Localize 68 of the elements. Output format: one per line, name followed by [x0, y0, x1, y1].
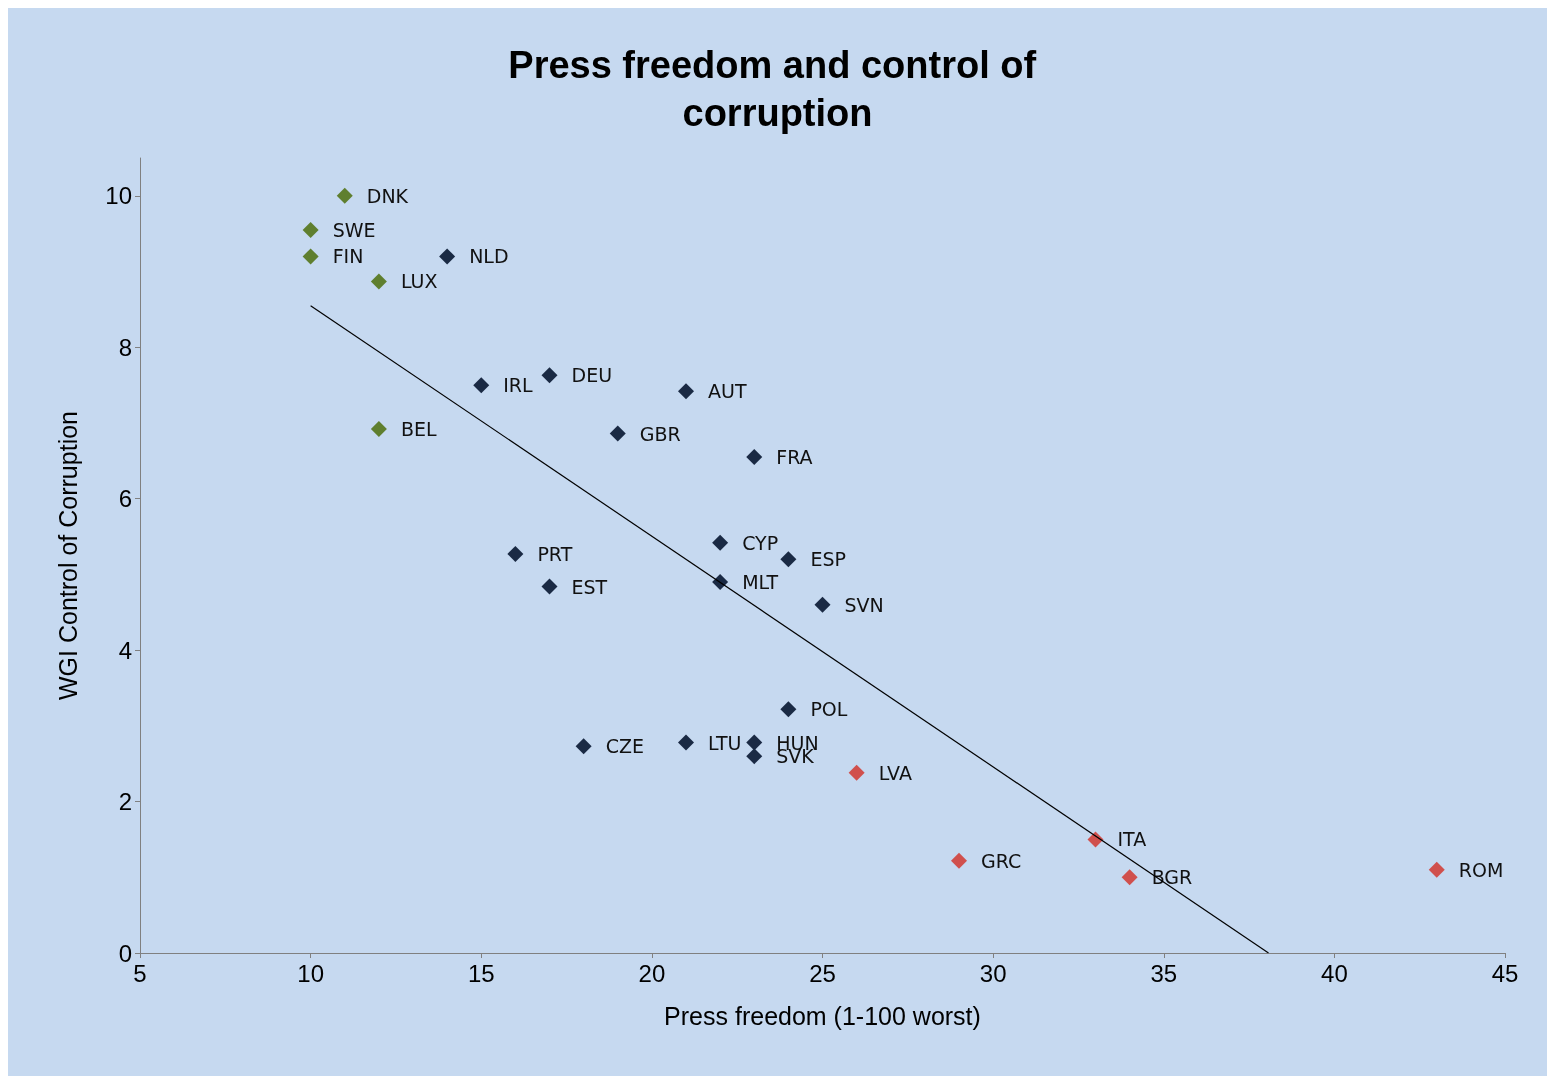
y-tick-label: 0	[118, 939, 132, 967]
point	[814, 596, 831, 613]
data-label: EST	[571, 575, 608, 598]
x-tick-label: 15	[467, 959, 495, 987]
point	[507, 545, 524, 562]
y-tick-label: 8	[118, 333, 132, 361]
data-label: AUT	[708, 380, 747, 403]
point	[951, 852, 967, 869]
point	[439, 248, 456, 265]
data-label: GRC	[981, 849, 1022, 872]
data-label: PRT	[537, 542, 573, 565]
data-label: CZE	[605, 735, 644, 758]
point	[848, 764, 865, 781]
point	[575, 738, 592, 755]
point	[541, 578, 558, 595]
y-tick-label: 10	[105, 182, 132, 210]
point	[1428, 861, 1445, 878]
data-label: LTU	[708, 731, 742, 754]
point	[541, 367, 558, 384]
point	[302, 248, 319, 265]
data-label: DNK	[366, 184, 409, 207]
x-tick-label: 20	[638, 959, 666, 987]
data-label: POL	[810, 698, 848, 721]
point	[609, 425, 626, 442]
data-label: DEU	[571, 364, 613, 387]
data-label: SVN	[844, 593, 884, 616]
point	[746, 734, 763, 751]
x-tick-label: 30	[979, 959, 1007, 987]
point	[746, 748, 763, 765]
point	[780, 551, 797, 568]
chart-title: Press freedom and control of corruption	[508, 44, 1047, 134]
data-label: BGR	[1151, 866, 1193, 889]
x-tick-label: 45	[1491, 959, 1519, 987]
point	[746, 449, 763, 466]
y-tick-label: 2	[118, 788, 132, 816]
point	[1121, 869, 1138, 886]
data-label: LVA	[878, 761, 912, 784]
y-axis-title: WGI Control of Corruption	[53, 411, 82, 700]
data-label: ROM	[1458, 858, 1504, 881]
data-label: BEL	[400, 418, 437, 441]
data-label: NLD	[469, 245, 509, 268]
x-tick-label: 25	[809, 959, 836, 987]
x-tick-label: 40	[1321, 959, 1348, 987]
x-tick-label: 35	[1150, 959, 1178, 987]
data-label: MLT	[742, 571, 779, 593]
x-axis-title: Press freedom (1-100 worst)	[664, 1001, 981, 1030]
point	[336, 187, 353, 204]
point	[678, 383, 694, 400]
point	[370, 273, 387, 290]
data-label: SWE	[332, 218, 376, 241]
point	[712, 534, 729, 551]
data-label: LUX	[400, 270, 438, 293]
data-label: GBR	[639, 422, 681, 445]
x-tick-label: 5	[133, 959, 147, 987]
data-label: IRL	[503, 374, 534, 397]
data-label: FRA	[776, 446, 813, 469]
point	[302, 221, 319, 238]
data-label: FIN	[332, 245, 364, 268]
y-tick-label: 4	[118, 636, 132, 664]
data-label: ITA	[1117, 828, 1147, 851]
x-tick-label: 10	[297, 959, 324, 987]
point	[473, 377, 490, 394]
point	[780, 701, 797, 718]
y-tick-label: 6	[118, 485, 132, 513]
point	[678, 734, 694, 751]
data-label: ESP	[810, 548, 846, 571]
data-label: CYP	[742, 531, 779, 554]
point	[370, 421, 387, 438]
